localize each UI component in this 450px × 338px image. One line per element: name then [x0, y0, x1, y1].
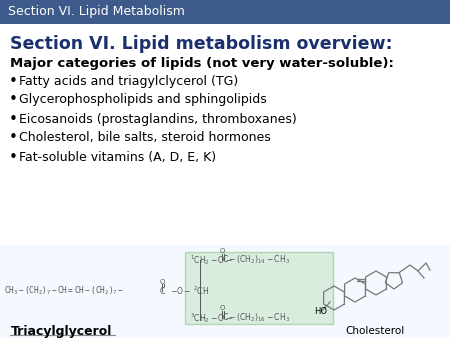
Text: •: •: [9, 149, 18, 165]
Text: •: •: [9, 73, 18, 89]
Text: $\mathregular{CH_3-(CH_2)_7-CH=CH-(CH_2)_7-}$: $\mathregular{CH_3-(CH_2)_7-CH=CH-(CH_2)…: [4, 285, 124, 297]
Text: $\mathregular{C-(CH_2)_{16}-CH_3}$: $\mathregular{C-(CH_2)_{16}-CH_3}$: [222, 312, 290, 324]
Text: $\mathregular{-O-}$: $\mathregular{-O-}$: [170, 286, 192, 296]
Text: O: O: [219, 248, 225, 254]
Text: •: •: [9, 93, 18, 107]
Bar: [0, 245, 450, 338]
Text: •: •: [9, 130, 18, 145]
Text: Cholesterol, bile salts, steroid hormones: Cholesterol, bile salts, steroid hormone…: [19, 131, 271, 145]
Text: O: O: [219, 305, 225, 311]
Text: •: •: [9, 112, 18, 126]
Text: O: O: [159, 279, 165, 285]
Text: $\mathregular{^3CH_2-O-}$: $\mathregular{^3CH_2-O-}$: [190, 311, 233, 325]
Bar: [185, 252, 333, 324]
Text: Glycerophospholipids and sphingolipids: Glycerophospholipids and sphingolipids: [19, 94, 267, 106]
Text: Section VI. Lipid Metabolism: Section VI. Lipid Metabolism: [8, 5, 185, 19]
Text: Cholesterol: Cholesterol: [346, 326, 405, 336]
Text: Eicosanoids (prostaglandins, thromboxanes): Eicosanoids (prostaglandins, thromboxane…: [19, 113, 297, 125]
Text: Triacylglycerol: Triacylglycerol: [11, 324, 112, 338]
Text: $\mathregular{^1CH_2-O-}$: $\mathregular{^1CH_2-O-}$: [190, 253, 233, 267]
Text: Fat-soluble vitamins (A, D, E, K): Fat-soluble vitamins (A, D, E, K): [19, 150, 216, 164]
Text: Major categories of lipids (not very water-soluble):: Major categories of lipids (not very wat…: [10, 57, 394, 71]
Text: $\mathregular{^2CH}$: $\mathregular{^2CH}$: [193, 285, 209, 297]
Text: Section VI. Lipid metabolism overview:: Section VI. Lipid metabolism overview:: [10, 35, 392, 53]
Text: Fatty acids and triagylclycerol (TG): Fatty acids and triagylclycerol (TG): [19, 74, 238, 88]
Bar: [0, 0, 450, 24]
Text: $\mathregular{C-(CH_2)_{14}-CH_3}$: $\mathregular{C-(CH_2)_{14}-CH_3}$: [222, 254, 290, 266]
Text: C: C: [159, 287, 165, 295]
Text: HO: HO: [314, 308, 327, 316]
